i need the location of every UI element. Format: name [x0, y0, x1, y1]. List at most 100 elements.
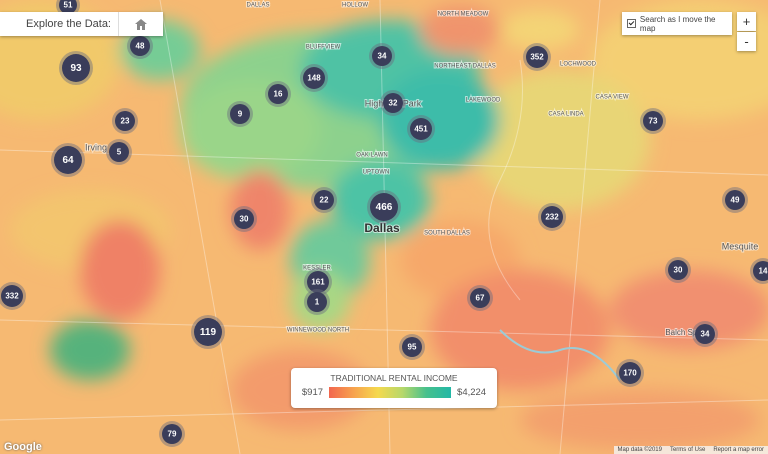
cluster-marker[interactable]: 16	[265, 81, 291, 107]
legend: TRADITIONAL RENTAL INCOME $917 $4,224	[291, 368, 497, 408]
cluster-marker[interactable]: 79	[159, 421, 185, 447]
cluster-dot	[1, 285, 23, 307]
place-label: Irving	[85, 142, 107, 152]
cluster-dot	[372, 46, 392, 66]
place-label: OAK LAWN	[356, 153, 387, 159]
cluster-marker[interactable]: 32	[380, 90, 406, 116]
cluster-marker[interactable]: 119	[191, 315, 225, 349]
cluster-marker[interactable]: 170	[616, 359, 644, 387]
cluster-marker[interactable]: 30	[665, 257, 691, 283]
legend-min: $917	[301, 387, 324, 398]
cluster-marker[interactable]: 466	[367, 190, 401, 224]
place-label: NORTH MEADOW	[438, 12, 489, 18]
river	[499, 329, 621, 381]
cluster-count: 73	[649, 117, 658, 126]
cluster-marker[interactable]: 73	[640, 108, 666, 134]
cluster-marker[interactable]: 161	[304, 268, 332, 296]
place-label: CASA LINDA	[548, 112, 583, 118]
cluster-marker[interactable]: 34	[692, 321, 718, 347]
cluster-dot	[526, 46, 548, 68]
cluster-count: 161	[311, 278, 325, 287]
cluster-marker[interactable]: 67	[467, 285, 493, 311]
cluster-marker[interactable]: 5	[106, 139, 132, 165]
cluster-dot	[541, 206, 563, 228]
cluster-count: 67	[476, 294, 485, 303]
cluster-count: 466	[376, 202, 393, 213]
place-label: Mesquite	[722, 241, 759, 251]
report[interactable]: Report a map error	[713, 447, 764, 453]
cluster-marker[interactable]: 93	[59, 51, 93, 85]
cluster-marker[interactable]: 451	[407, 115, 435, 143]
cluster-count: 119	[200, 327, 217, 338]
cluster-marker[interactable]: 30	[231, 206, 257, 232]
place-label: SOUTH DALLAS	[424, 231, 470, 237]
legend-gradient	[329, 387, 452, 398]
cluster-marker[interactable]: 48	[127, 33, 153, 59]
cluster-marker[interactable]: 148	[300, 64, 328, 92]
cluster-count: 451	[414, 125, 428, 134]
cluster-marker[interactable]: 49	[722, 187, 748, 213]
cluster-dot	[314, 190, 334, 210]
cluster-marker[interactable]: 64	[51, 143, 85, 177]
cluster-dot	[234, 209, 254, 229]
cluster-marker[interactable]: 34	[369, 43, 395, 69]
cluster-count: 1	[315, 298, 320, 307]
place-label: BLUFFVIEW	[306, 45, 341, 51]
cluster-marker[interactable]: 332	[0, 282, 26, 310]
cluster-dot	[268, 84, 288, 104]
cluster-dot	[62, 54, 90, 82]
cluster-dot	[668, 260, 688, 280]
checkbox[interactable]	[627, 19, 636, 28]
search-control[interactable]: Search as I move the map	[622, 12, 732, 35]
place-label: WINNEWOOD NORTH	[287, 328, 349, 334]
place-label: Balch Springs	[665, 328, 714, 337]
legend-title: TRADITIONAL RENTAL INCOME	[330, 373, 458, 383]
cluster-marker[interactable]: 22	[311, 187, 337, 213]
cluster-count: 5	[117, 148, 122, 157]
place-label: UPTOWN	[363, 170, 390, 176]
cluster-dot	[370, 193, 398, 221]
cluster-dot	[470, 288, 490, 308]
cluster-count: 30	[674, 266, 683, 275]
zoom-out[interactable]: -	[737, 32, 756, 51]
cluster-marker[interactable]: 23	[112, 108, 138, 134]
place-label: Dallas	[364, 221, 400, 235]
place-label: KESSLER	[303, 266, 331, 272]
cluster-dot	[59, 0, 77, 14]
home-button[interactable]	[118, 12, 163, 36]
cluster-count: 9	[238, 110, 243, 119]
cluster-dot	[619, 362, 641, 384]
cluster-dot	[695, 324, 715, 344]
explore-label: Explore the Data:	[26, 18, 111, 30]
place-labels: DALLAS HOLLOW NORTH MEADOW BLUFFVIEW NORTHEA…	[84, 2, 759, 339]
search-label: Search as I move the map	[639, 14, 716, 33]
cluster-dot	[162, 424, 182, 444]
cluster-count: 352	[530, 53, 544, 62]
cluster-count: 30	[240, 215, 249, 224]
cluster-dot	[115, 111, 135, 131]
cluster-marker[interactable]: 9	[227, 101, 253, 127]
cluster-dot	[402, 337, 422, 357]
cluster-marker[interactable]: 1	[304, 289, 330, 315]
terms[interactable]: Terms of Use	[669, 447, 706, 453]
cluster-marker[interactable]: 95	[399, 334, 425, 360]
place-label: LAKEWOOD	[466, 98, 501, 104]
place-label: LOCHWOOD	[560, 62, 597, 68]
place-label: HOLLOW	[342, 3, 368, 9]
cluster-count: 32	[389, 99, 398, 108]
cluster-count: 34	[701, 330, 710, 339]
cluster-marker[interactable]: 14	[750, 258, 768, 284]
cluster-marker[interactable]: 352	[523, 43, 551, 71]
cluster-dot	[410, 118, 432, 140]
place-label: CASA VIEW	[595, 95, 628, 101]
cluster-marker[interactable]: 232	[538, 203, 566, 231]
google-logo: Google	[4, 441, 42, 453]
cluster-count: 16	[274, 90, 283, 99]
zoom-in[interactable]: +	[737, 12, 756, 31]
cluster-dot	[109, 142, 129, 162]
cluster-count: 14	[759, 267, 768, 276]
cluster-dot	[194, 318, 222, 346]
cluster-count: 95	[408, 343, 417, 352]
